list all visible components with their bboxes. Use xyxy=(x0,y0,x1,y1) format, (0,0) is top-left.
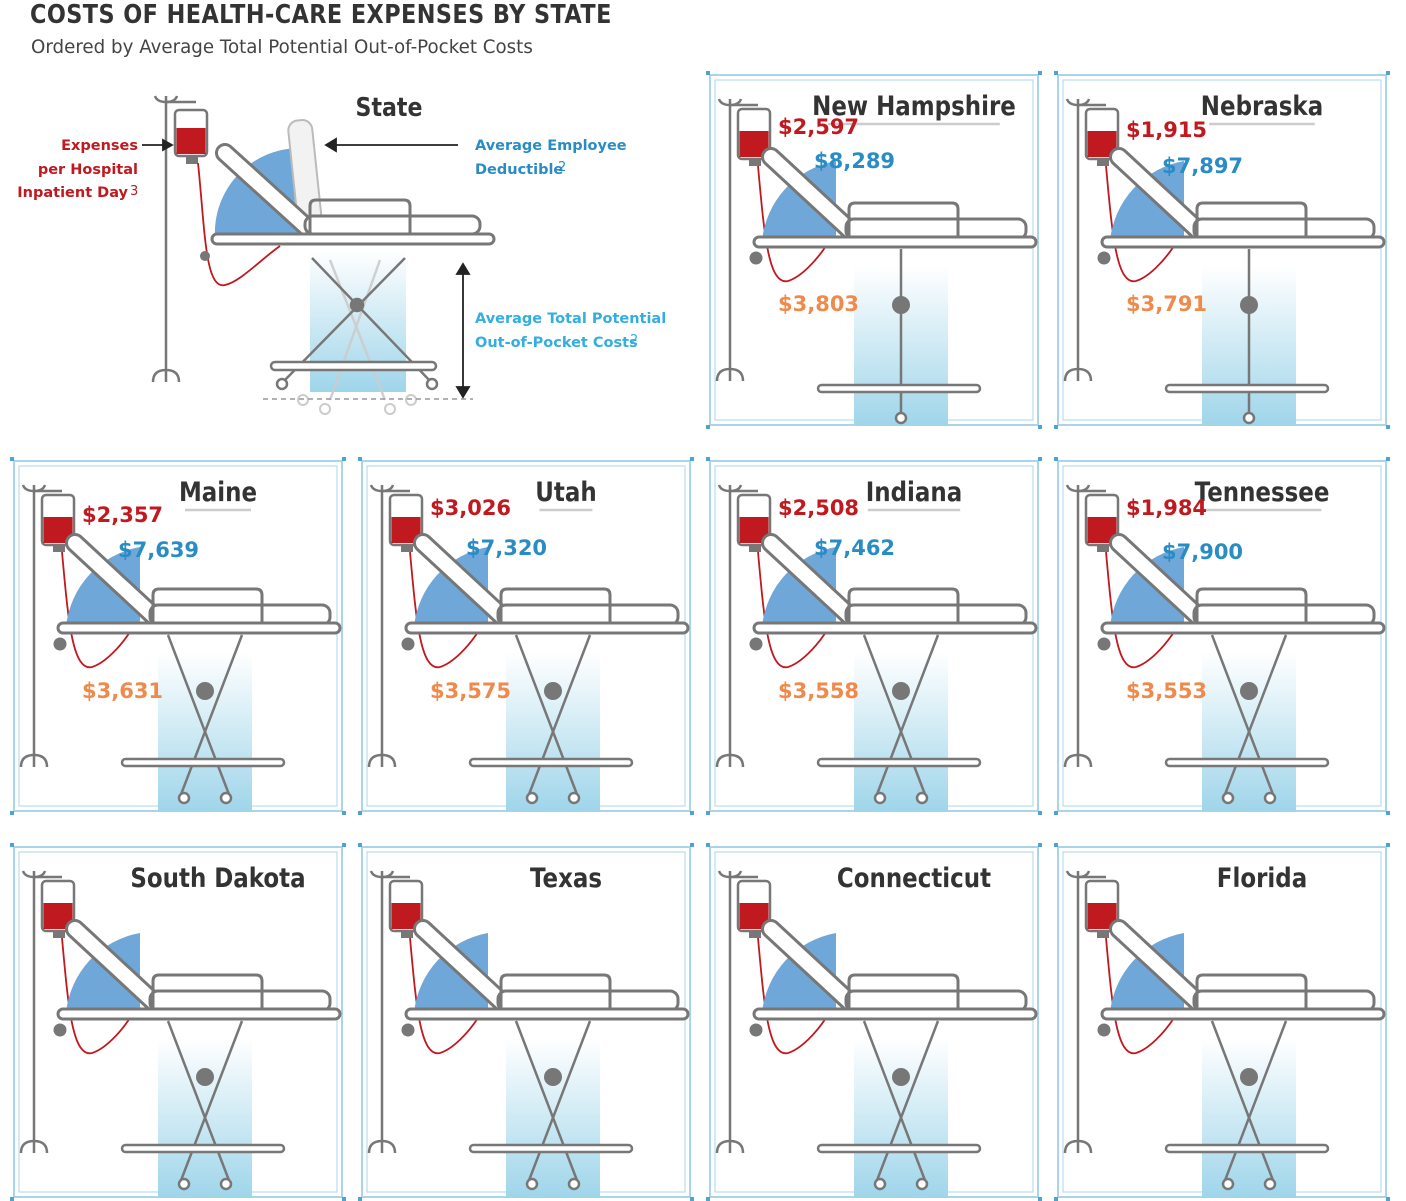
legend-inpatient-footnote: 3 xyxy=(130,184,138,199)
deductible-wedge xyxy=(762,547,836,627)
deductible-wedge xyxy=(1110,161,1184,241)
legend-oop-line-1: Average Total Potential xyxy=(475,311,666,327)
legend-oop-line-2: Out-of-Pocket Costs xyxy=(475,335,638,351)
inpatient-value: $1,915 xyxy=(1126,118,1207,142)
deductible-value: $7,900 xyxy=(1162,540,1243,564)
stretcher xyxy=(749,147,1038,265)
iv-pole xyxy=(367,484,410,768)
state-card-maine: Maine $2,357 $7,639 $3,631 xyxy=(10,457,346,815)
legend-blood-bag xyxy=(173,108,281,286)
blood-bag xyxy=(388,493,479,668)
state-card-graphic: Connecticut xyxy=(706,843,1042,1201)
stretcher-legs xyxy=(120,634,286,805)
iv-pole xyxy=(715,98,758,382)
state-name: New Hampshire xyxy=(812,90,1016,121)
oop-value: $3,558 xyxy=(778,679,859,703)
legend-inpatient-line-2: per Hospital xyxy=(38,162,138,178)
stretcher-legs xyxy=(816,634,982,805)
oop-value: $3,791 xyxy=(1126,292,1207,316)
state-card-texas: Texas xyxy=(358,843,694,1201)
state-card-indiana: Indiana $2,508 $7,462 $3,558 xyxy=(706,457,1042,815)
state-card-graphic: Texas xyxy=(358,843,694,1201)
deductible-value: $7,639 xyxy=(118,538,199,562)
state-card-graphic: Maine $2,357 $7,639 $3,631 xyxy=(10,457,346,815)
state-name: Maine xyxy=(179,476,257,507)
state-card-new-hampshire: New Hampshire $2,597 $8,289 $3,803 xyxy=(706,71,1042,429)
stretcher xyxy=(53,533,342,651)
state-card-graphic: Utah $3,026 $7,320 $3,575 xyxy=(358,457,694,815)
stretcher xyxy=(1097,533,1386,651)
deductible-wedge xyxy=(414,547,488,627)
legend-stretcher xyxy=(210,143,496,246)
iv-pole xyxy=(19,484,62,768)
state-card-graphic: New Hampshire$2,597 $8,289 $3,803 xyxy=(706,71,1042,429)
state-name: South Dakota xyxy=(130,862,305,893)
deductible-value: $7,462 xyxy=(814,536,895,560)
legend-oop-footnote: 2 xyxy=(630,333,638,348)
stretcher xyxy=(1097,147,1386,265)
legend-deductible-footnote: 2 xyxy=(558,160,566,175)
blood-bag xyxy=(40,493,131,668)
stretcher-legs xyxy=(816,249,982,425)
oop-value: $3,631 xyxy=(82,679,163,703)
state-card-graphic: South Dakota xyxy=(10,843,346,1201)
stretcher-legs xyxy=(1164,634,1330,805)
state-card-florida: Florida xyxy=(1054,843,1390,1201)
state-card-utah: Utah $3,026 $7,320 $3,575 xyxy=(358,457,694,815)
legend-state-label: State xyxy=(356,92,423,122)
blood-bag xyxy=(736,493,827,668)
deductible-wedge xyxy=(762,161,836,241)
inpatient-value: $3,026 xyxy=(430,496,511,520)
state-card-nebraska: Nebraska $1,915 $7,897 $3,791 xyxy=(1054,71,1390,429)
deductible-value: $7,320 xyxy=(466,536,547,560)
inpatient-value: $2,508 xyxy=(778,496,859,520)
oop-value: $3,575 xyxy=(430,679,511,703)
state-card-graphic: Tennessee$1,984 $7,900 $3,553 xyxy=(1054,457,1390,815)
legend-diagram: State Expenses per Hospital Inpatient Da… xyxy=(17,92,666,415)
state-name: Tennessee xyxy=(1195,476,1330,507)
stretcher xyxy=(749,533,1038,651)
deductible-wedge xyxy=(1110,547,1184,627)
state-name: Texas xyxy=(530,862,602,893)
blood-bag xyxy=(1084,493,1175,668)
deductible-wedge xyxy=(66,547,140,627)
state-card-graphic: Indiana $2,508 $7,462 $3,558 xyxy=(706,457,1042,815)
legend-deductible-line-2: Deductible xyxy=(475,162,563,178)
state-card-graphic: Nebraska$1,915 $7,897 $3,791 xyxy=(1054,71,1390,429)
deductible-value: $8,289 xyxy=(814,149,895,173)
legend-inpatient-line-1: Expenses xyxy=(61,138,138,154)
page-subtitle: Ordered by Average Total Potential Out-o… xyxy=(31,36,533,58)
stretcher-legs xyxy=(1164,249,1330,425)
state-name: Utah xyxy=(535,476,596,507)
inpatient-value: $2,597 xyxy=(778,115,859,139)
page-title: COSTS OF HEALTH-CARE EXPENSES BY STATE xyxy=(30,0,612,30)
legend-inpatient-line-3: Inpatient Day xyxy=(17,185,128,201)
iv-pole xyxy=(1063,484,1106,768)
deductible-value: $7,897 xyxy=(1162,154,1243,178)
state-card-south-dakota: South Dakota xyxy=(10,843,346,1201)
state-name: Nebraska xyxy=(1201,90,1323,121)
inpatient-value: $1,984 xyxy=(1126,496,1207,520)
oop-value: $3,553 xyxy=(1126,679,1207,703)
oop-value: $3,803 xyxy=(778,292,859,316)
legend-deductible-line-1: Average Employee xyxy=(475,138,627,154)
state-name: Connecticut xyxy=(837,862,991,893)
state-name: Indiana xyxy=(866,476,962,507)
state-card-graphic: Florida xyxy=(1054,843,1390,1201)
legend-stretcher-legs xyxy=(269,257,439,391)
blood-bag xyxy=(736,107,827,282)
stretcher xyxy=(401,533,690,651)
iv-pole xyxy=(1063,98,1106,382)
inpatient-value: $2,357 xyxy=(82,503,163,527)
stretcher-legs xyxy=(468,634,634,805)
state-card-connecticut: Connecticut xyxy=(706,843,1042,1201)
state-card-tennessee: Tennessee $1,984 $7,900 $3,553 xyxy=(1054,457,1390,815)
iv-pole xyxy=(715,484,758,768)
state-name: Florida xyxy=(1217,862,1307,893)
